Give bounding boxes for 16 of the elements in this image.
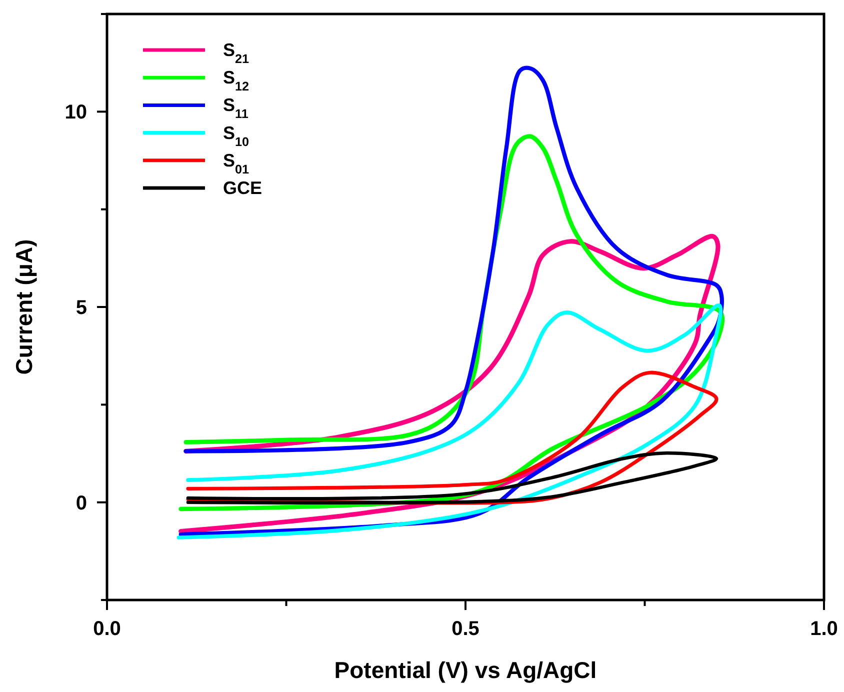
legend-label: S$_{01}$	[223, 150, 250, 176]
y-tick-label: 0	[76, 492, 87, 514]
legend-label: S$_{11}$	[223, 95, 248, 122]
legend-label: GCE	[223, 178, 262, 198]
x-tick-label: 1.0	[810, 618, 838, 640]
y-tick-label: 10	[64, 102, 87, 124]
line-series	[186, 451, 718, 504]
legend-label: S$_{21}$	[223, 40, 250, 66]
legend-label: S$_{10}$	[223, 122, 250, 149]
line-series	[178, 66, 724, 536]
x-tick-label: 0.5	[452, 618, 480, 640]
x-axis-title: Potential (V) vs Ag/AgCl	[334, 657, 597, 683]
y-tick-label: 5	[76, 297, 87, 319]
y-axis-title: Current (μA)	[11, 239, 37, 375]
legend-label: S$_{12}$	[223, 68, 250, 94]
x-tick-label: 0.0	[93, 618, 121, 640]
